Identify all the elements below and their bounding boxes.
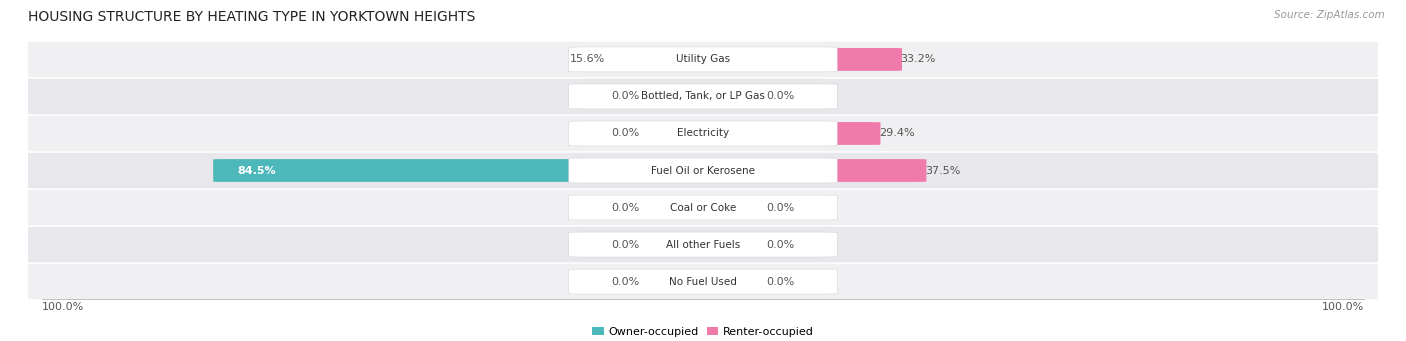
FancyBboxPatch shape	[568, 84, 838, 109]
Text: 37.5%: 37.5%	[925, 165, 960, 176]
Text: 0.0%: 0.0%	[612, 91, 640, 102]
FancyBboxPatch shape	[692, 85, 768, 108]
FancyBboxPatch shape	[692, 233, 768, 256]
FancyBboxPatch shape	[638, 122, 714, 145]
FancyBboxPatch shape	[21, 190, 1385, 225]
Text: 29.4%: 29.4%	[879, 129, 915, 138]
FancyBboxPatch shape	[692, 196, 768, 219]
FancyBboxPatch shape	[692, 159, 927, 182]
FancyBboxPatch shape	[21, 79, 1385, 114]
FancyBboxPatch shape	[568, 269, 838, 294]
FancyBboxPatch shape	[21, 153, 1385, 188]
Text: No Fuel Used: No Fuel Used	[669, 277, 737, 286]
FancyBboxPatch shape	[638, 85, 714, 108]
FancyBboxPatch shape	[21, 42, 1385, 77]
Text: 100.0%: 100.0%	[42, 302, 84, 312]
Text: Electricity: Electricity	[676, 129, 730, 138]
Text: 0.0%: 0.0%	[612, 277, 640, 286]
Text: Bottled, Tank, or LP Gas: Bottled, Tank, or LP Gas	[641, 91, 765, 102]
FancyBboxPatch shape	[21, 227, 1385, 262]
Text: All other Fuels: All other Fuels	[666, 239, 740, 250]
Text: 0.0%: 0.0%	[612, 239, 640, 250]
Text: Fuel Oil or Kerosene: Fuel Oil or Kerosene	[651, 165, 755, 176]
Text: 0.0%: 0.0%	[766, 91, 794, 102]
FancyBboxPatch shape	[568, 232, 838, 257]
Text: 0.0%: 0.0%	[766, 203, 794, 212]
FancyBboxPatch shape	[568, 158, 838, 183]
Text: Coal or Coke: Coal or Coke	[669, 203, 737, 212]
Text: 0.0%: 0.0%	[766, 239, 794, 250]
FancyBboxPatch shape	[692, 122, 880, 145]
Text: 33.2%: 33.2%	[901, 55, 936, 64]
Text: 100.0%: 100.0%	[1322, 302, 1364, 312]
FancyBboxPatch shape	[638, 233, 714, 256]
Legend: Owner-occupied, Renter-occupied: Owner-occupied, Renter-occupied	[588, 322, 818, 341]
Text: 0.0%: 0.0%	[612, 203, 640, 212]
FancyBboxPatch shape	[568, 195, 838, 220]
Text: 0.0%: 0.0%	[766, 277, 794, 286]
Text: Source: ZipAtlas.com: Source: ZipAtlas.com	[1274, 10, 1385, 20]
FancyBboxPatch shape	[692, 48, 903, 71]
Text: 15.6%: 15.6%	[569, 55, 605, 64]
FancyBboxPatch shape	[568, 121, 838, 146]
Text: 84.5%: 84.5%	[238, 165, 276, 176]
FancyBboxPatch shape	[692, 270, 768, 293]
FancyBboxPatch shape	[21, 264, 1385, 299]
Text: Utility Gas: Utility Gas	[676, 55, 730, 64]
FancyBboxPatch shape	[638, 196, 714, 219]
Text: HOUSING STRUCTURE BY HEATING TYPE IN YORKTOWN HEIGHTS: HOUSING STRUCTURE BY HEATING TYPE IN YOR…	[28, 10, 475, 24]
FancyBboxPatch shape	[638, 270, 714, 293]
FancyBboxPatch shape	[603, 48, 714, 71]
FancyBboxPatch shape	[214, 159, 714, 182]
FancyBboxPatch shape	[21, 116, 1385, 151]
FancyBboxPatch shape	[568, 47, 838, 72]
Text: 0.0%: 0.0%	[612, 129, 640, 138]
